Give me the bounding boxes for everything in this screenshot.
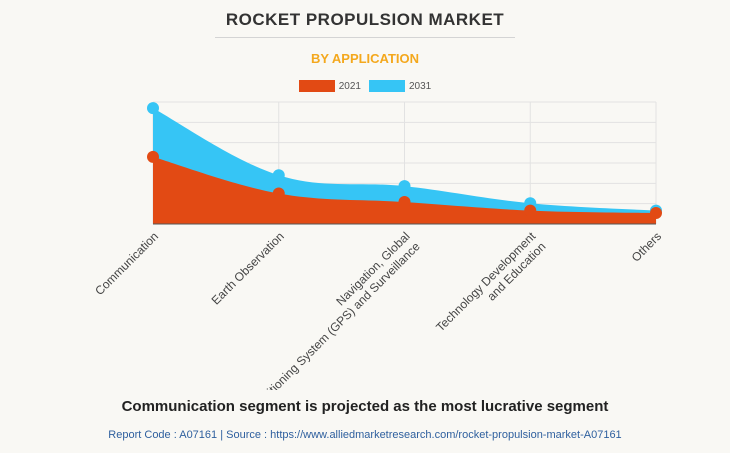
- report-source[interactable]: Report Code : A07161 | Source : https://…: [108, 429, 622, 441]
- x-tick-label-line: Communication: [92, 229, 161, 298]
- legend-item-2031[interactable]: 2031: [369, 80, 431, 92]
- x-tick-label-line: Technology Development: [433, 229, 539, 335]
- x-tick-label-line: Positioning System (GPS) and Surveillanc…: [250, 239, 423, 390]
- legend-label-2031: 2031: [409, 80, 432, 92]
- chart-caption: Communication segment is projected as th…: [121, 398, 609, 415]
- x-tick-label: Communication: [92, 229, 161, 298]
- data-point-2031: [272, 169, 285, 182]
- data-point-2031: [147, 102, 159, 115]
- data-point-2021: [147, 150, 159, 163]
- legend-item-2021[interactable]: 2021: [298, 80, 361, 92]
- x-tick-label: Others: [629, 229, 664, 264]
- data-point-2021: [524, 204, 537, 217]
- title-divider: [215, 37, 515, 38]
- data-point-2021: [272, 187, 285, 200]
- x-tick-label-line: Earth Observation: [209, 229, 287, 307]
- chart-title: ROCKET PROPULSION MARKET: [225, 10, 505, 29]
- data-point-2021: [398, 196, 411, 209]
- area-chart: Communication Earth Observation Navigation…: [92, 101, 664, 390]
- legend-label-2021: 2021: [338, 80, 361, 92]
- x-tick-label: Technology Developmentand Education: [433, 229, 549, 345]
- data-point-2021: [650, 207, 662, 220]
- x-tick-label: Earth Observation: [209, 229, 287, 307]
- data-point-2031: [398, 180, 411, 193]
- x-tick-label-line: Others: [629, 229, 664, 264]
- chart-subtitle: BY APPLICATION: [310, 51, 420, 66]
- legend-swatch-2031: [369, 80, 405, 92]
- chart-legend: 2021 2031: [0, 80, 730, 92]
- legend-swatch-2021: [298, 80, 335, 92]
- area-series-2021: [153, 156, 656, 224]
